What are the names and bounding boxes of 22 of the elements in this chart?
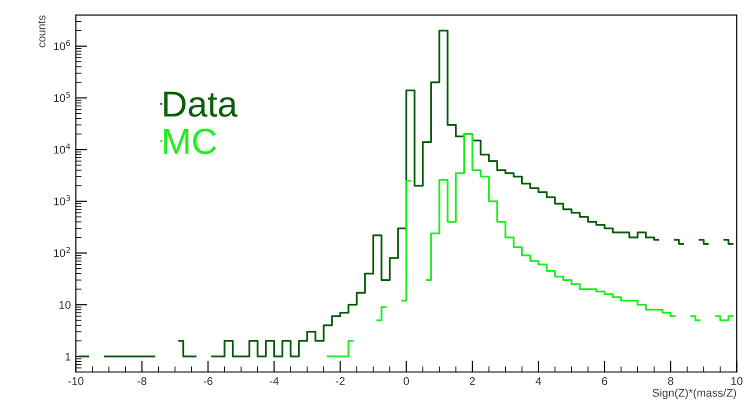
x-tick-label: -4 — [270, 377, 279, 385]
legend-label: MC — [164, 128, 216, 154]
y-tick-label: 1 — [66, 352, 70, 360]
y-tick-label: 10 — [59, 300, 71, 309]
x-axis-title: Sign(Z)*(mass/Z) — [652, 388, 736, 399]
x-tick-label: -6 — [204, 377, 212, 386]
y-tick-label: 10$^{2}$ — [54, 246, 70, 258]
legend-label: Data — [164, 92, 238, 117]
x-tick-label: -2 — [336, 377, 345, 385]
x-tick-label: 10 — [731, 377, 742, 386]
x-tick-label: 0 — [404, 377, 409, 386]
x-tick-label: -10 — [68, 377, 84, 386]
x-tick-label: 2 — [470, 377, 475, 385]
x-tick-label: 8 — [668, 377, 674, 386]
y-axis-title: counts — [38, 15, 46, 48]
y-tick-label: 10$^{4}$ — [54, 144, 70, 154]
x-tick-label: 4 — [536, 377, 542, 385]
y-tick-label: 10$^{3}$ — [54, 195, 70, 206]
x-tick-label: -8 — [137, 377, 146, 386]
y-tick-label: 10$^{5}$ — [54, 92, 70, 102]
y-tick-label: 10$^{6}$ — [54, 40, 70, 50]
x-tick-label: 6 — [602, 377, 608, 386]
